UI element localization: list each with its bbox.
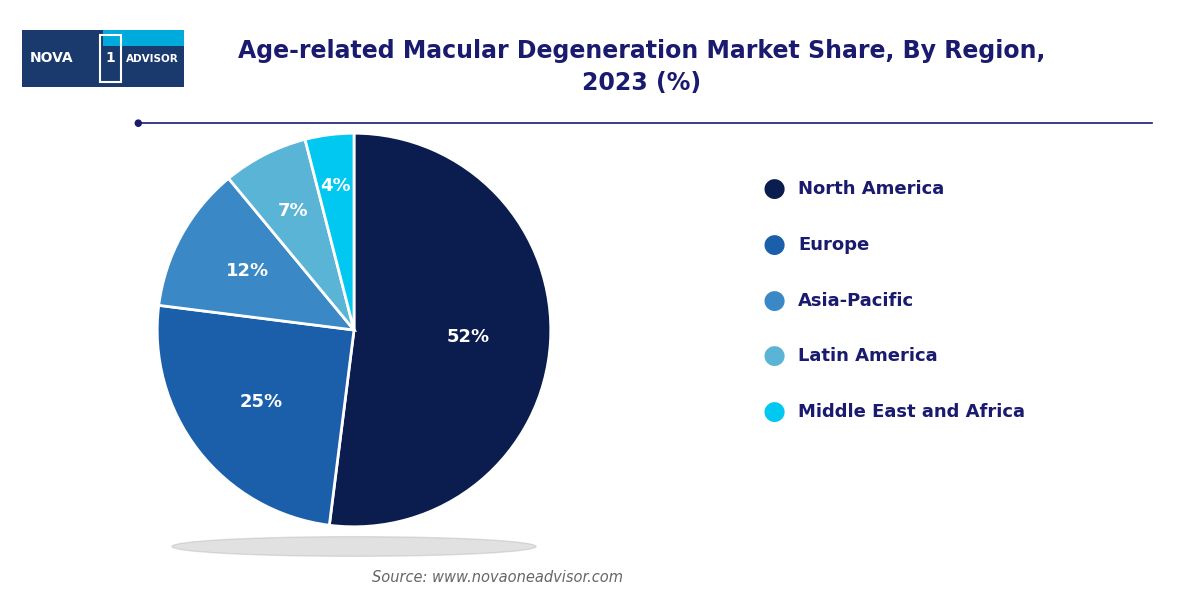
Wedge shape [158,178,354,330]
Text: Middle East and Africa: Middle East and Africa [798,403,1025,421]
Text: Source: www.novaoneadvisor.com: Source: www.novaoneadvisor.com [372,570,624,585]
Wedge shape [228,139,354,330]
Wedge shape [329,133,551,527]
Text: ●: ● [762,399,785,425]
Text: ●: ● [762,343,785,370]
Wedge shape [157,305,354,525]
Text: ADVISOR: ADVISOR [126,53,179,64]
Text: Latin America: Latin America [798,347,937,365]
Text: Age-related Macular Degeneration Market Share, By Region,
2023 (%): Age-related Macular Degeneration Market … [239,39,1045,95]
FancyBboxPatch shape [103,30,184,87]
Text: 4%: 4% [320,176,352,194]
Text: 25%: 25% [239,394,282,412]
Text: NOVA: NOVA [30,52,73,65]
Text: 1: 1 [106,52,115,65]
Text: 52%: 52% [446,328,490,346]
Text: ●: ● [762,176,785,202]
Text: 7%: 7% [278,202,308,220]
Wedge shape [305,133,354,330]
Ellipse shape [172,536,536,556]
Text: Europe: Europe [798,236,869,254]
Text: ●: ● [762,232,785,258]
Text: ●: ● [762,287,785,314]
Text: North America: North America [798,180,944,198]
FancyBboxPatch shape [103,46,184,87]
Text: 12%: 12% [226,262,269,280]
Text: ●: ● [133,118,143,128]
FancyBboxPatch shape [22,30,184,87]
Text: Asia-Pacific: Asia-Pacific [798,292,914,310]
